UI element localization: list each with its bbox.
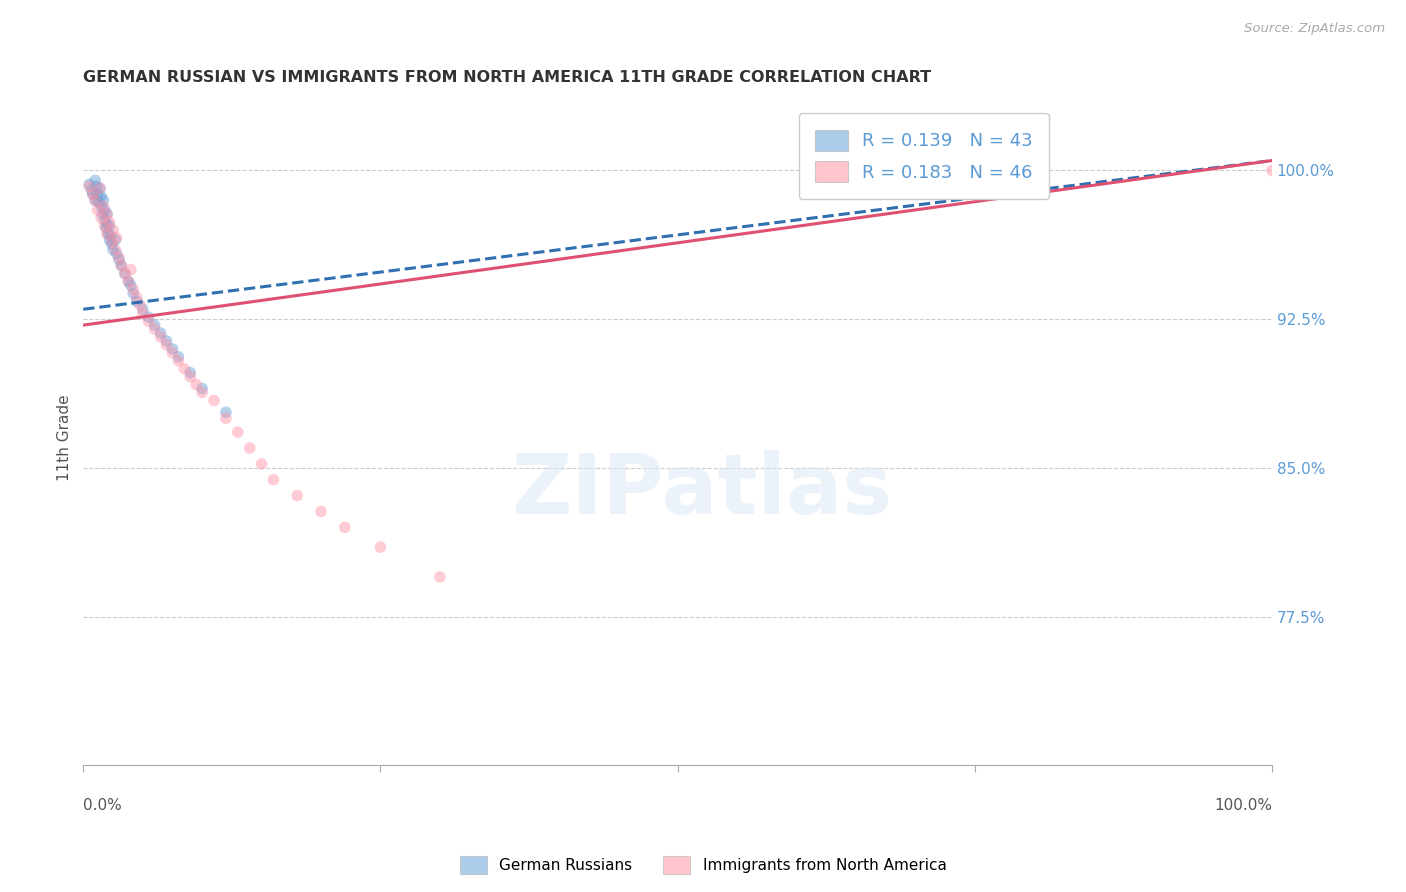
Point (155, 338, 177, 352)
Point (101, 236, 124, 251)
Point (77, 179, 100, 194)
Point (104, 243, 127, 257)
Point (333, 520, 356, 534)
Point (129, 298, 152, 312)
Point (186, 377, 208, 392)
Point (215, 405, 238, 419)
Point (82, 187, 104, 202)
Point (101, 243, 124, 257)
Point (101, 223, 124, 237)
Point (122, 286, 145, 301)
Point (179, 366, 201, 380)
Point (117, 275, 139, 289)
Point (98, 215, 121, 229)
Point (94, 221, 117, 235)
Point (91, 207, 114, 221)
Point (125, 290, 148, 304)
Point (87, 195, 110, 210)
Point (82, 187, 104, 202)
Point (120, 262, 142, 277)
Point (167, 353, 190, 368)
Point (97, 227, 120, 241)
Point (84, 173, 107, 187)
Point (93, 219, 115, 233)
Legend: German Russians, Immigrants from North America: German Russians, Immigrants from North A… (453, 850, 953, 880)
Legend: R = 0.139   N = 43, R = 0.183   N = 46: R = 0.139 N = 43, R = 0.183 N = 46 (799, 113, 1049, 199)
Point (96, 227, 118, 241)
Point (96, 217, 118, 231)
Point (215, 411, 238, 425)
Point (179, 369, 201, 384)
Point (122, 282, 145, 296)
Point (285, 489, 308, 503)
Point (77, 178, 100, 192)
Point (90, 211, 112, 225)
Point (84, 193, 107, 207)
Y-axis label: 11th Grade: 11th Grade (58, 395, 72, 482)
Point (110, 259, 132, 273)
Point (96, 207, 118, 221)
Point (120, 278, 142, 293)
Point (100, 228, 122, 243)
Point (226, 425, 249, 439)
Point (89, 181, 111, 195)
Point (191, 382, 214, 396)
Point (104, 233, 127, 247)
Text: Source: ZipAtlas.com: Source: ZipAtlas.com (1244, 22, 1385, 36)
Point (108, 251, 131, 265)
Point (86, 179, 108, 194)
Point (96, 207, 118, 221)
Point (84, 193, 107, 207)
Point (429, 570, 451, 584)
Point (93, 193, 115, 207)
Point (93, 199, 115, 213)
Point (143, 318, 166, 332)
Text: GERMAN RUSSIAN VS IMMIGRANTS FROM NORTH AMERICA 11TH GRADE CORRELATION CHART: GERMAN RUSSIAN VS IMMIGRANTS FROM NORTH … (83, 70, 931, 85)
Point (239, 441, 262, 455)
Point (105, 231, 128, 245)
Point (98, 219, 121, 233)
Point (93, 203, 115, 218)
Point (89, 181, 111, 195)
Point (117, 275, 139, 289)
Point (90, 199, 112, 213)
Point (80, 183, 103, 197)
Point (114, 267, 136, 281)
Point (250, 457, 273, 471)
Point (110, 259, 132, 273)
Point (143, 322, 166, 336)
Point (167, 350, 190, 364)
Point (370, 540, 392, 554)
Point (162, 346, 184, 360)
Point (86, 203, 108, 218)
Point (132, 306, 155, 320)
Point (309, 504, 332, 518)
Point (98, 233, 121, 247)
Text: ZIPatlas: ZIPatlas (510, 450, 891, 531)
Point (155, 334, 177, 348)
Point (114, 267, 136, 281)
Point (149, 330, 172, 344)
Point (202, 393, 225, 408)
Point (138, 310, 160, 325)
Point (93, 213, 115, 227)
Point (101, 235, 124, 249)
Point (86, 187, 108, 202)
Point (108, 252, 131, 267)
Text: 0.0%: 0.0% (83, 798, 122, 813)
Text: 100.0%: 100.0% (1213, 798, 1272, 813)
Point (105, 246, 128, 260)
Point (1261, 163, 1284, 178)
Point (191, 385, 214, 400)
Point (263, 473, 285, 487)
Point (90, 189, 112, 203)
Point (173, 361, 195, 376)
Point (162, 342, 184, 356)
Point (138, 314, 160, 328)
Point (132, 302, 155, 317)
Point (149, 326, 172, 340)
Point (125, 294, 148, 309)
